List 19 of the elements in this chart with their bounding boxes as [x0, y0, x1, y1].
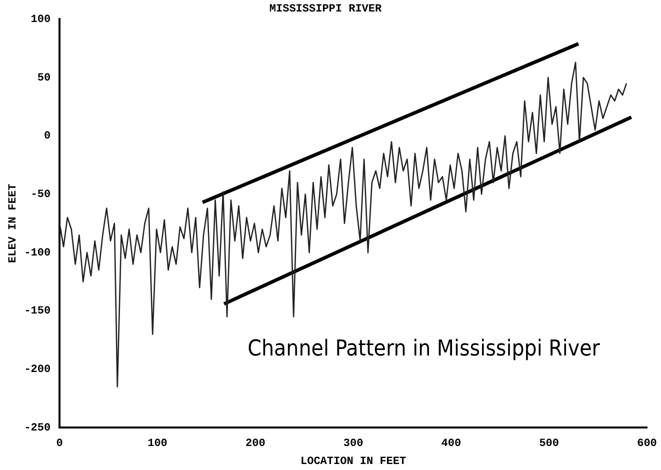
x-axis-title: LOCATION IN FEET: [300, 456, 407, 468]
chart-title: MISSISSIPPI RIVER: [269, 3, 382, 16]
x-tick-label: 400: [441, 438, 462, 450]
y-tick-label: 100: [30, 14, 51, 26]
y-tick-label: -200: [24, 364, 51, 376]
y-tick-label: -100: [24, 247, 51, 260]
x-tick-label: 500: [539, 438, 560, 450]
y-axis-title: ELEV IN FEET: [7, 183, 20, 264]
y-tick-label: -250: [24, 422, 51, 434]
y-tick-label: 0: [44, 130, 51, 143]
x-tick-label: 300: [343, 438, 364, 450]
y-tick-label: -50: [30, 188, 51, 201]
x-tick-label: 200: [245, 438, 266, 450]
x-tick-label: 600: [637, 438, 657, 450]
x-tick-label: 100: [148, 438, 168, 450]
y-tick-label: 50: [37, 72, 51, 84]
x-tick-label: 0: [56, 438, 63, 450]
annotation: Channel Pattern in Mississippi River: [248, 336, 601, 362]
y-tick-label: -150: [24, 306, 51, 318]
